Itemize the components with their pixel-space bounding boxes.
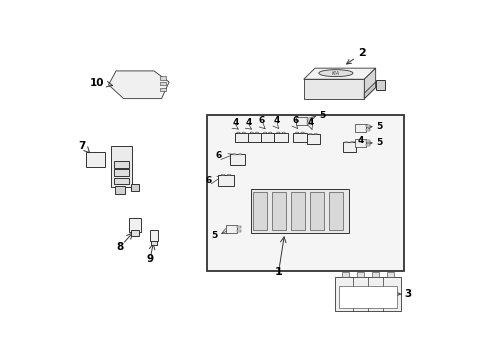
Ellipse shape [263, 132, 266, 133]
Bar [131, 184, 139, 191]
Text: 5: 5 [211, 230, 217, 239]
Text: 8: 8 [116, 242, 123, 252]
Bar [237, 226, 241, 228]
Text: 1: 1 [275, 267, 283, 277]
Text: 4: 4 [273, 116, 279, 125]
Text: 3: 3 [404, 289, 411, 299]
Polygon shape [364, 68, 375, 99]
Text: 4: 4 [357, 136, 363, 145]
Text: 6: 6 [215, 151, 221, 160]
Bar [375, 80, 385, 90]
Bar [307, 122, 311, 124]
Bar [356, 272, 363, 277]
Bar [129, 218, 141, 232]
Bar [371, 272, 378, 277]
Bar [85, 152, 104, 167]
Bar [159, 76, 166, 80]
Ellipse shape [238, 154, 242, 155]
Bar [226, 225, 237, 233]
Bar [159, 87, 166, 91]
Bar [328, 192, 343, 230]
Bar [296, 117, 306, 125]
Text: 5: 5 [376, 139, 382, 148]
Ellipse shape [249, 132, 253, 133]
Polygon shape [303, 68, 375, 79]
Text: 10: 10 [90, 78, 104, 89]
Bar [115, 186, 124, 194]
Polygon shape [303, 79, 364, 99]
Text: 9: 9 [146, 255, 153, 264]
Ellipse shape [300, 132, 304, 133]
Bar [114, 169, 129, 176]
Bar [252, 192, 267, 230]
Text: 6: 6 [258, 116, 264, 125]
Text: 4: 4 [245, 118, 251, 127]
Text: 4: 4 [307, 118, 314, 127]
Ellipse shape [282, 132, 285, 133]
Text: KIA: KIA [331, 71, 339, 76]
Ellipse shape [236, 132, 240, 133]
Ellipse shape [255, 132, 258, 133]
Ellipse shape [242, 132, 245, 133]
Bar [247, 132, 261, 142]
Ellipse shape [268, 132, 271, 133]
Bar [366, 144, 369, 146]
Bar [334, 278, 401, 311]
Text: 7: 7 [78, 141, 85, 151]
Bar [366, 125, 369, 127]
Bar [290, 192, 305, 230]
Bar [206, 115, 403, 270]
Ellipse shape [232, 154, 236, 155]
Bar [338, 286, 397, 308]
Bar [237, 230, 241, 232]
Bar [218, 175, 233, 186]
Bar [354, 124, 365, 132]
Bar [151, 241, 157, 245]
Bar [114, 177, 129, 184]
Text: 6: 6 [205, 176, 212, 185]
Text: 2: 2 [346, 48, 366, 64]
Bar [293, 132, 306, 142]
Bar [354, 139, 365, 147]
Bar [271, 192, 285, 230]
Bar [149, 230, 158, 242]
Ellipse shape [308, 134, 311, 135]
Bar [230, 154, 244, 165]
Text: 4: 4 [232, 118, 238, 127]
Bar [386, 272, 393, 277]
Ellipse shape [295, 132, 298, 133]
Bar [234, 132, 247, 142]
Bar [274, 132, 287, 142]
Text: 5: 5 [376, 122, 382, 131]
Bar [366, 140, 369, 142]
Ellipse shape [221, 174, 224, 176]
Bar [342, 142, 355, 152]
Bar [261, 132, 274, 142]
Bar [250, 189, 348, 233]
Bar [309, 192, 324, 230]
Polygon shape [364, 82, 375, 99]
Ellipse shape [318, 70, 352, 77]
Polygon shape [108, 71, 169, 99]
Text: 6: 6 [292, 116, 298, 125]
Ellipse shape [226, 174, 230, 176]
Ellipse shape [276, 132, 279, 133]
Bar [306, 134, 319, 144]
Ellipse shape [349, 142, 353, 143]
Bar [131, 230, 139, 236]
Bar [111, 147, 132, 186]
Bar [341, 272, 348, 277]
Bar [114, 161, 129, 168]
Ellipse shape [313, 134, 317, 135]
Ellipse shape [344, 142, 347, 143]
Bar [366, 129, 369, 131]
Bar [159, 82, 166, 85]
Text: 5: 5 [319, 111, 325, 120]
Bar [307, 118, 311, 120]
